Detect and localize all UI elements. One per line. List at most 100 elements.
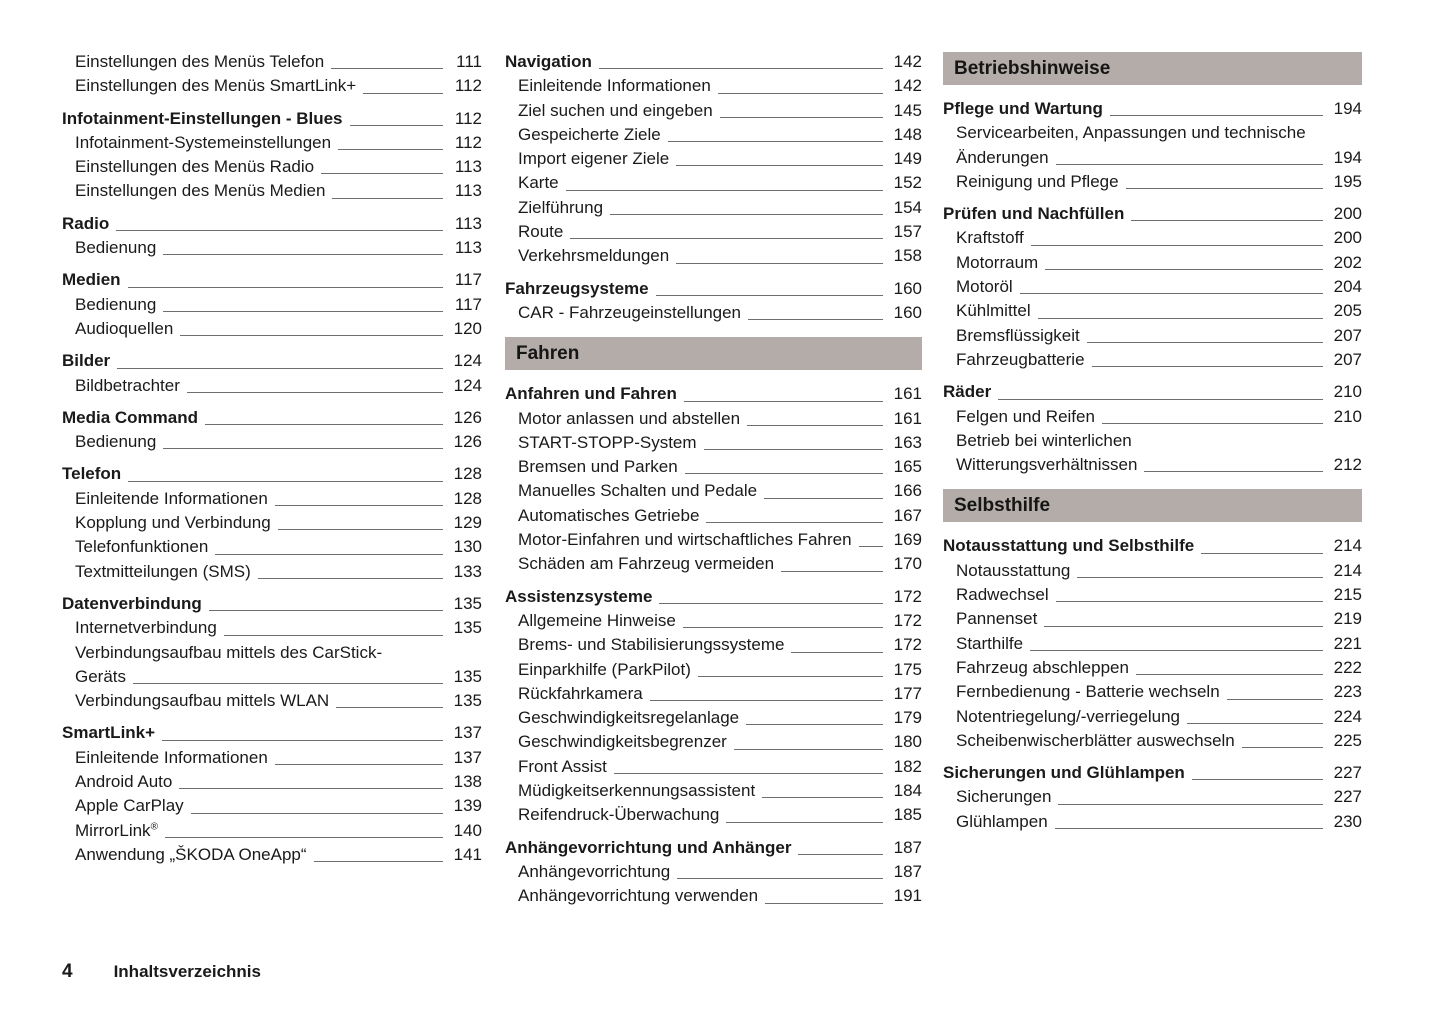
toc-entry-label: Zielführung (518, 197, 604, 217)
toc-page-number: 135 (453, 618, 482, 638)
toc-entry-sub: Felgen und Reifen 210 (943, 405, 1362, 429)
leader-line (706, 521, 883, 524)
toc-entry-label: Einstellungen des Menüs SmartLink+ (75, 76, 357, 96)
toc-entry-label: Fernbedienung - Batterie wechseln (956, 682, 1220, 702)
toc-page-number: 163 (893, 432, 922, 452)
leader-line (1055, 163, 1323, 165)
toc-entry-label: Anhängevorrichtung und Anhänger (505, 837, 792, 857)
toc-entry-label: Fahrzeugbatterie (956, 349, 1085, 369)
toc-page-number: 120 (453, 318, 482, 338)
toc-entry-label: Sicherungen (956, 787, 1052, 807)
leader-line (179, 787, 443, 790)
toc-page-number: 135 (453, 593, 482, 613)
toc-page-number: 152 (893, 173, 922, 193)
leader-line (223, 634, 443, 636)
leader-line (1037, 317, 1323, 319)
leader-line (363, 92, 443, 94)
toc-entry-label: Textmitteilungen (SMS) (75, 561, 251, 581)
toc-entry-label: Kopplung und Verbindung (75, 513, 271, 533)
toc-entry-label: Einstellungen des Menüs Telefon (75, 52, 325, 71)
toc-entry-label: Apple CarPlay (75, 796, 184, 816)
toc-entry-sub: Geschwindigkeitsbegrenzer 180 (505, 730, 922, 754)
toc-entry-sub: Kühlmittel 205 (943, 299, 1362, 323)
leader-line (1019, 292, 1323, 295)
toc-entry-label: Prüfen und Nachfüllen (943, 204, 1125, 224)
toc-entry-sub: Einstellungen des Menüs Telefon 111 (62, 50, 482, 74)
toc-entry-main: Medien 117 (62, 268, 482, 292)
toc-entry-sub: Bildbetrachter 124 (62, 374, 482, 398)
toc-group: Media Command 126 Bedienung 126 (62, 406, 482, 455)
leader-line (163, 253, 443, 256)
toc-page-number: 219 (1333, 609, 1362, 629)
toc-page-number: 111 (456, 52, 482, 71)
toc-entry-sub: Route 157 (505, 220, 922, 244)
toc-entry-label: Notausstattung und Selbsthilfe (943, 536, 1195, 556)
toc-entry-sub: Bremsen und Parken 165 (505, 455, 922, 479)
toc-page-number: 194 (1333, 99, 1362, 118)
registered-trademark-symbol: ® (150, 820, 158, 832)
toc-page-number: 207 (1333, 325, 1362, 345)
toc-entry-label: Motorraum (956, 252, 1039, 272)
toc-group: Anfahren und Fahren 161 Motor anlassen und… (505, 382, 922, 576)
toc-page-number: 215 (1333, 585, 1362, 605)
leader-line (1101, 422, 1323, 424)
toc-group: Sicherungen und Glühlampen 227 Sicherungen… (943, 761, 1362, 834)
toc-entry-label: Pflege und Wartung (943, 99, 1103, 118)
toc-page-number: 113 (454, 213, 482, 233)
toc-entry-label: Telefon (62, 464, 122, 484)
toc-entry-sub: Import eigener Ziele 149 (505, 147, 922, 171)
toc-entry-sub: Allgemeine Hinweise 172 (505, 609, 922, 633)
toc-entry-label: Datenverbindung (62, 593, 202, 613)
leader-line (703, 448, 883, 451)
toc-group: Anhängevorrichtung und Anhänger 187 Anhäng… (505, 836, 922, 909)
leader-line (215, 553, 443, 555)
leader-line (676, 262, 883, 264)
toc-page-number: 166 (893, 481, 922, 501)
toc-page-number: 148 (893, 124, 922, 144)
toc-group: Medien 117 Bedienung 117 Audioquellen 120 (62, 268, 482, 341)
toc-entry-sub: Motor-Einfahren und wirtschaftliches Fah… (505, 528, 922, 552)
toc-page-number: 113 (454, 238, 482, 258)
toc-entry-label: Ziel suchen und eingeben (518, 100, 713, 120)
toc-entry-sub: Rückfahrkamera 177 (505, 682, 922, 706)
leader-line (1125, 187, 1323, 190)
toc-page-number: 135 (453, 691, 482, 711)
toc-entry-label: Media Command (62, 407, 199, 427)
leader-line (659, 602, 883, 604)
toc-entry-label: Bremsflüssigkeit (956, 325, 1080, 345)
toc-page-number: 175 (893, 659, 922, 679)
toc-group: Prüfen und Nachfüllen 200 Kraftstoff 200 Mot… (943, 202, 1362, 372)
toc-entry-sub: Anhängevorrichtung verwenden 191 (505, 884, 922, 908)
toc-entry-main: Sicherungen und Glühlampen 227 (943, 761, 1362, 785)
toc-page-number: 222 (1333, 657, 1362, 677)
footer-title: Inhaltsverzeichnis (113, 962, 261, 981)
toc-entry-label: Verbindungsaufbau mittels WLAN (75, 691, 330, 711)
toc-page-number: 142 (893, 52, 922, 71)
toc-entry-label: Geräts (75, 666, 127, 686)
toc-entry-label: Notausstattung (956, 560, 1071, 580)
toc-page-number: 149 (893, 149, 922, 169)
toc-entry-sub: Zielführung 154 (505, 196, 922, 220)
toc-entry-label: Kühlmittel (956, 301, 1031, 321)
toc-entry-sub: Geräts 135 (62, 665, 482, 689)
toc-entry-label: Import eigener Ziele (518, 149, 670, 169)
toc-page-number: 124 (453, 351, 482, 371)
toc-page-number: 210 (1333, 406, 1362, 426)
toc-entry-label: Fahrzeugsysteme (505, 278, 649, 298)
toc-entry-main: Navigation 142 (505, 50, 922, 74)
toc-entry-label: Bildbetrachter (75, 375, 180, 395)
toc-entry-sub: Bedienung 117 (62, 293, 482, 317)
toc-page-number: 184 (893, 781, 922, 801)
toc-group: Assistenzsysteme 172 Allgemeine Hinweise 17… (505, 585, 922, 828)
toc-entry-sub: Audioquellen 120 (62, 317, 482, 341)
toc-page-number: 112 (454, 76, 482, 96)
leader-line (858, 545, 883, 548)
leader-line (598, 67, 883, 70)
leader-line (1241, 746, 1323, 749)
toc-page-number: 126 (453, 432, 482, 452)
leader-line (765, 902, 883, 904)
leader-line (746, 723, 883, 726)
section-header-betriebshinweise: Betriebshinweise (943, 52, 1362, 85)
leader-line (1226, 698, 1323, 700)
toc-entry-label: Assistenzsysteme (505, 586, 653, 606)
